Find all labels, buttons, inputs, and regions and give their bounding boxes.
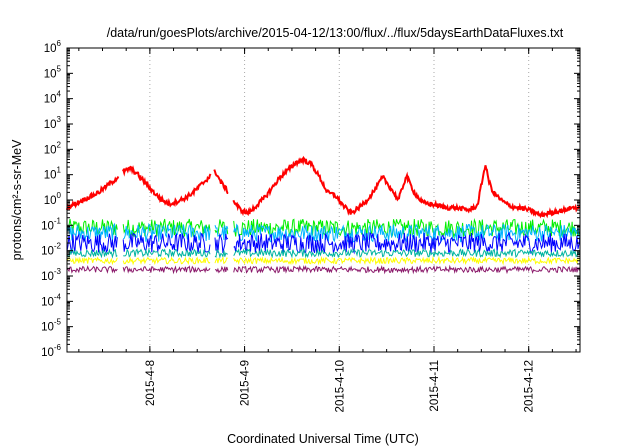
series-line <box>66 247 581 259</box>
y-tick-label: 10-6 <box>41 343 61 359</box>
x-tick-label: 2015-4-12 <box>524 360 536 412</box>
x-axis-title: Coordinated Universal Time (UTC) <box>227 432 419 446</box>
series-layer <box>66 155 581 275</box>
y-tick-label: 10-3 <box>41 267 61 283</box>
x-tick-label: 2015-4-11 <box>429 360 441 412</box>
y-tick-label: 103 <box>44 115 62 131</box>
y-tick-label: 100 <box>44 191 62 207</box>
series-line <box>66 264 581 275</box>
series-line <box>66 155 581 219</box>
x-tick-label: 2015-4-10 <box>334 360 346 412</box>
x-tick-label: 2015-4-9 <box>240 360 252 406</box>
series-line <box>66 222 581 243</box>
chart-title: /data/run/goesPlots/archive/2015-04-12/1… <box>107 26 564 40</box>
y-tick-label: 10-2 <box>41 242 61 258</box>
y-tick-label: 105 <box>44 64 62 80</box>
y-tick-label: 102 <box>44 140 62 156</box>
y-tick-label: 10-1 <box>41 216 61 232</box>
y-axis-title: protons/cm²-s-sr-MeV <box>10 139 24 261</box>
y-tick-label: 101 <box>44 166 62 182</box>
y-tick-label: 104 <box>44 90 62 106</box>
x-tick-label: 2015-4-8 <box>145 360 157 406</box>
series-line <box>66 231 581 255</box>
series-line <box>66 255 581 266</box>
y-tick-label: 106 <box>44 39 62 55</box>
y-tick-label: 10-5 <box>41 318 61 334</box>
y-tick-label: 10-4 <box>41 292 61 308</box>
x-axis: 2015-4-8 2015-4-9 2015-4-10 2015-4-11 2015-4… <box>78 48 577 412</box>
